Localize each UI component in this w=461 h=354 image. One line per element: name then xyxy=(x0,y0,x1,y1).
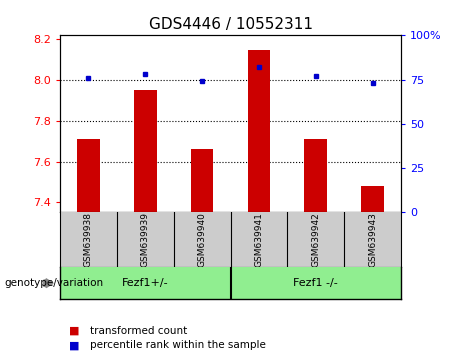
Text: GSM639940: GSM639940 xyxy=(198,212,207,267)
Text: GSM639943: GSM639943 xyxy=(368,212,377,267)
Text: GSM639938: GSM639938 xyxy=(84,212,93,267)
Bar xyxy=(361,186,384,212)
Bar xyxy=(77,139,100,212)
Text: percentile rank within the sample: percentile rank within the sample xyxy=(90,340,266,350)
Bar xyxy=(134,90,157,212)
Bar xyxy=(248,50,270,212)
Text: genotype/variation: genotype/variation xyxy=(5,278,104,288)
Text: GSM639942: GSM639942 xyxy=(311,212,320,267)
Text: GSM639941: GSM639941 xyxy=(254,212,263,267)
Bar xyxy=(191,149,213,212)
Text: Fezf1+/-: Fezf1+/- xyxy=(122,278,169,288)
Bar xyxy=(304,139,327,212)
Text: GSM639939: GSM639939 xyxy=(141,212,150,267)
Text: ■: ■ xyxy=(69,326,80,336)
Text: GDS4446 / 10552311: GDS4446 / 10552311 xyxy=(148,17,313,32)
Text: ■: ■ xyxy=(69,340,80,350)
Text: transformed count: transformed count xyxy=(90,326,187,336)
Text: Fezf1 -/-: Fezf1 -/- xyxy=(293,278,338,288)
